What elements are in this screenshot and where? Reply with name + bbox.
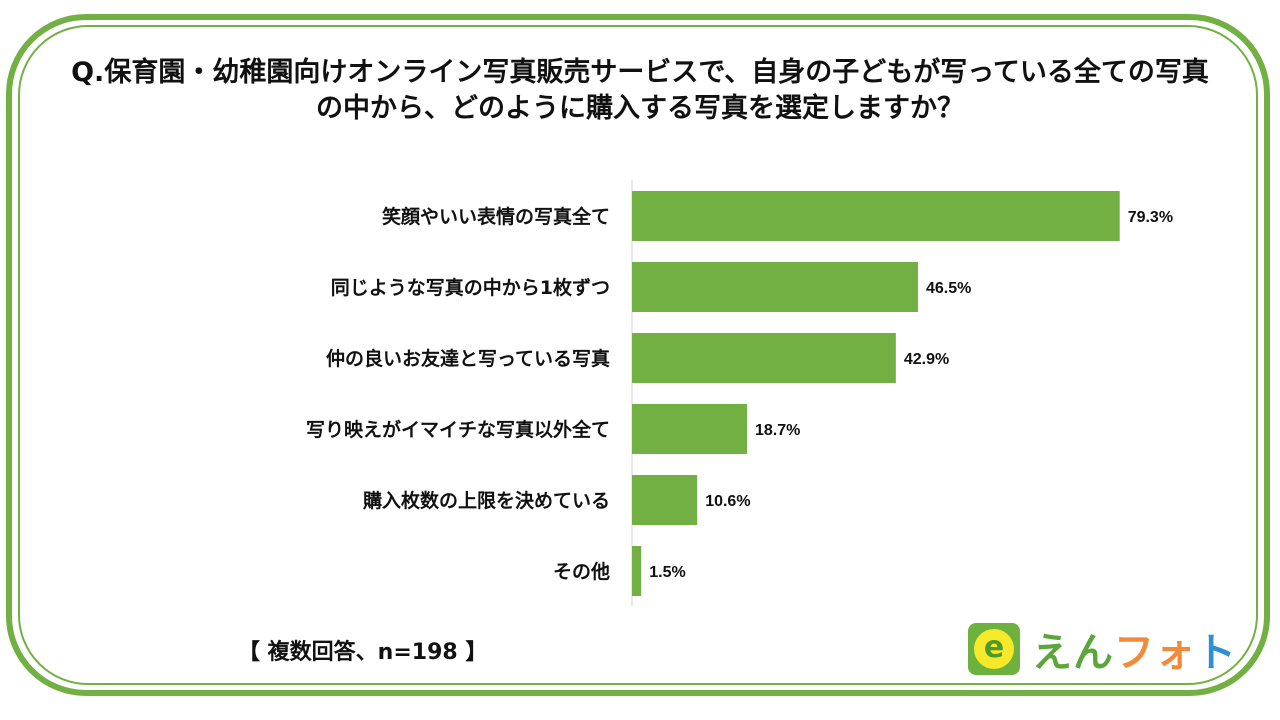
response-note: 【 複数回答、n=198 】 — [238, 640, 488, 665]
logo-text-part-1: えん — [1032, 630, 1114, 676]
outer-frame — [6, 14, 1270, 696]
value-label-4: 18.7% — [755, 422, 800, 439]
logo-text: えんフォト — [1032, 620, 1237, 678]
value-label-2: 46.5% — [926, 280, 971, 297]
category-label-2: 同じような写真の中から1枚ずつ — [331, 276, 610, 299]
logo-text-part-3: ト — [1196, 630, 1237, 676]
bar-5 — [632, 475, 698, 525]
category-label-3: 仲の良いお友達と写っている写真 — [326, 347, 610, 370]
bar-4 — [632, 404, 748, 454]
logo-text-part-2: フォ — [1114, 630, 1196, 676]
bar-2 — [632, 262, 918, 312]
category-label-5: 購入枚数の上限を決めている — [363, 489, 610, 512]
bar-3 — [632, 333, 896, 383]
inner-frame — [18, 25, 1258, 685]
value-label-3: 42.9% — [904, 351, 949, 368]
enphoto-logo: e えんフォト — [968, 620, 1237, 678]
chart-title: Q.保育園・幼稚園向けオンライン写真販売サービスで、自身の子どもが写っている全て… — [71, 57, 1209, 124]
category-label-4: 写り映えがイマイチな写真以外全て — [306, 418, 610, 441]
category-label-1: 笑顔やいい表情の写真全て — [382, 205, 610, 228]
category-label-6: その他 — [553, 560, 610, 583]
value-label-1: 79.3% — [1128, 209, 1173, 226]
value-label-5: 10.6% — [705, 493, 750, 510]
bar-1 — [632, 191, 1120, 241]
logo-letter: e — [974, 629, 1014, 669]
bar-6 — [632, 546, 642, 596]
e-logo-icon: e — [968, 623, 1020, 675]
value-label-6: 1.5% — [649, 564, 685, 581]
